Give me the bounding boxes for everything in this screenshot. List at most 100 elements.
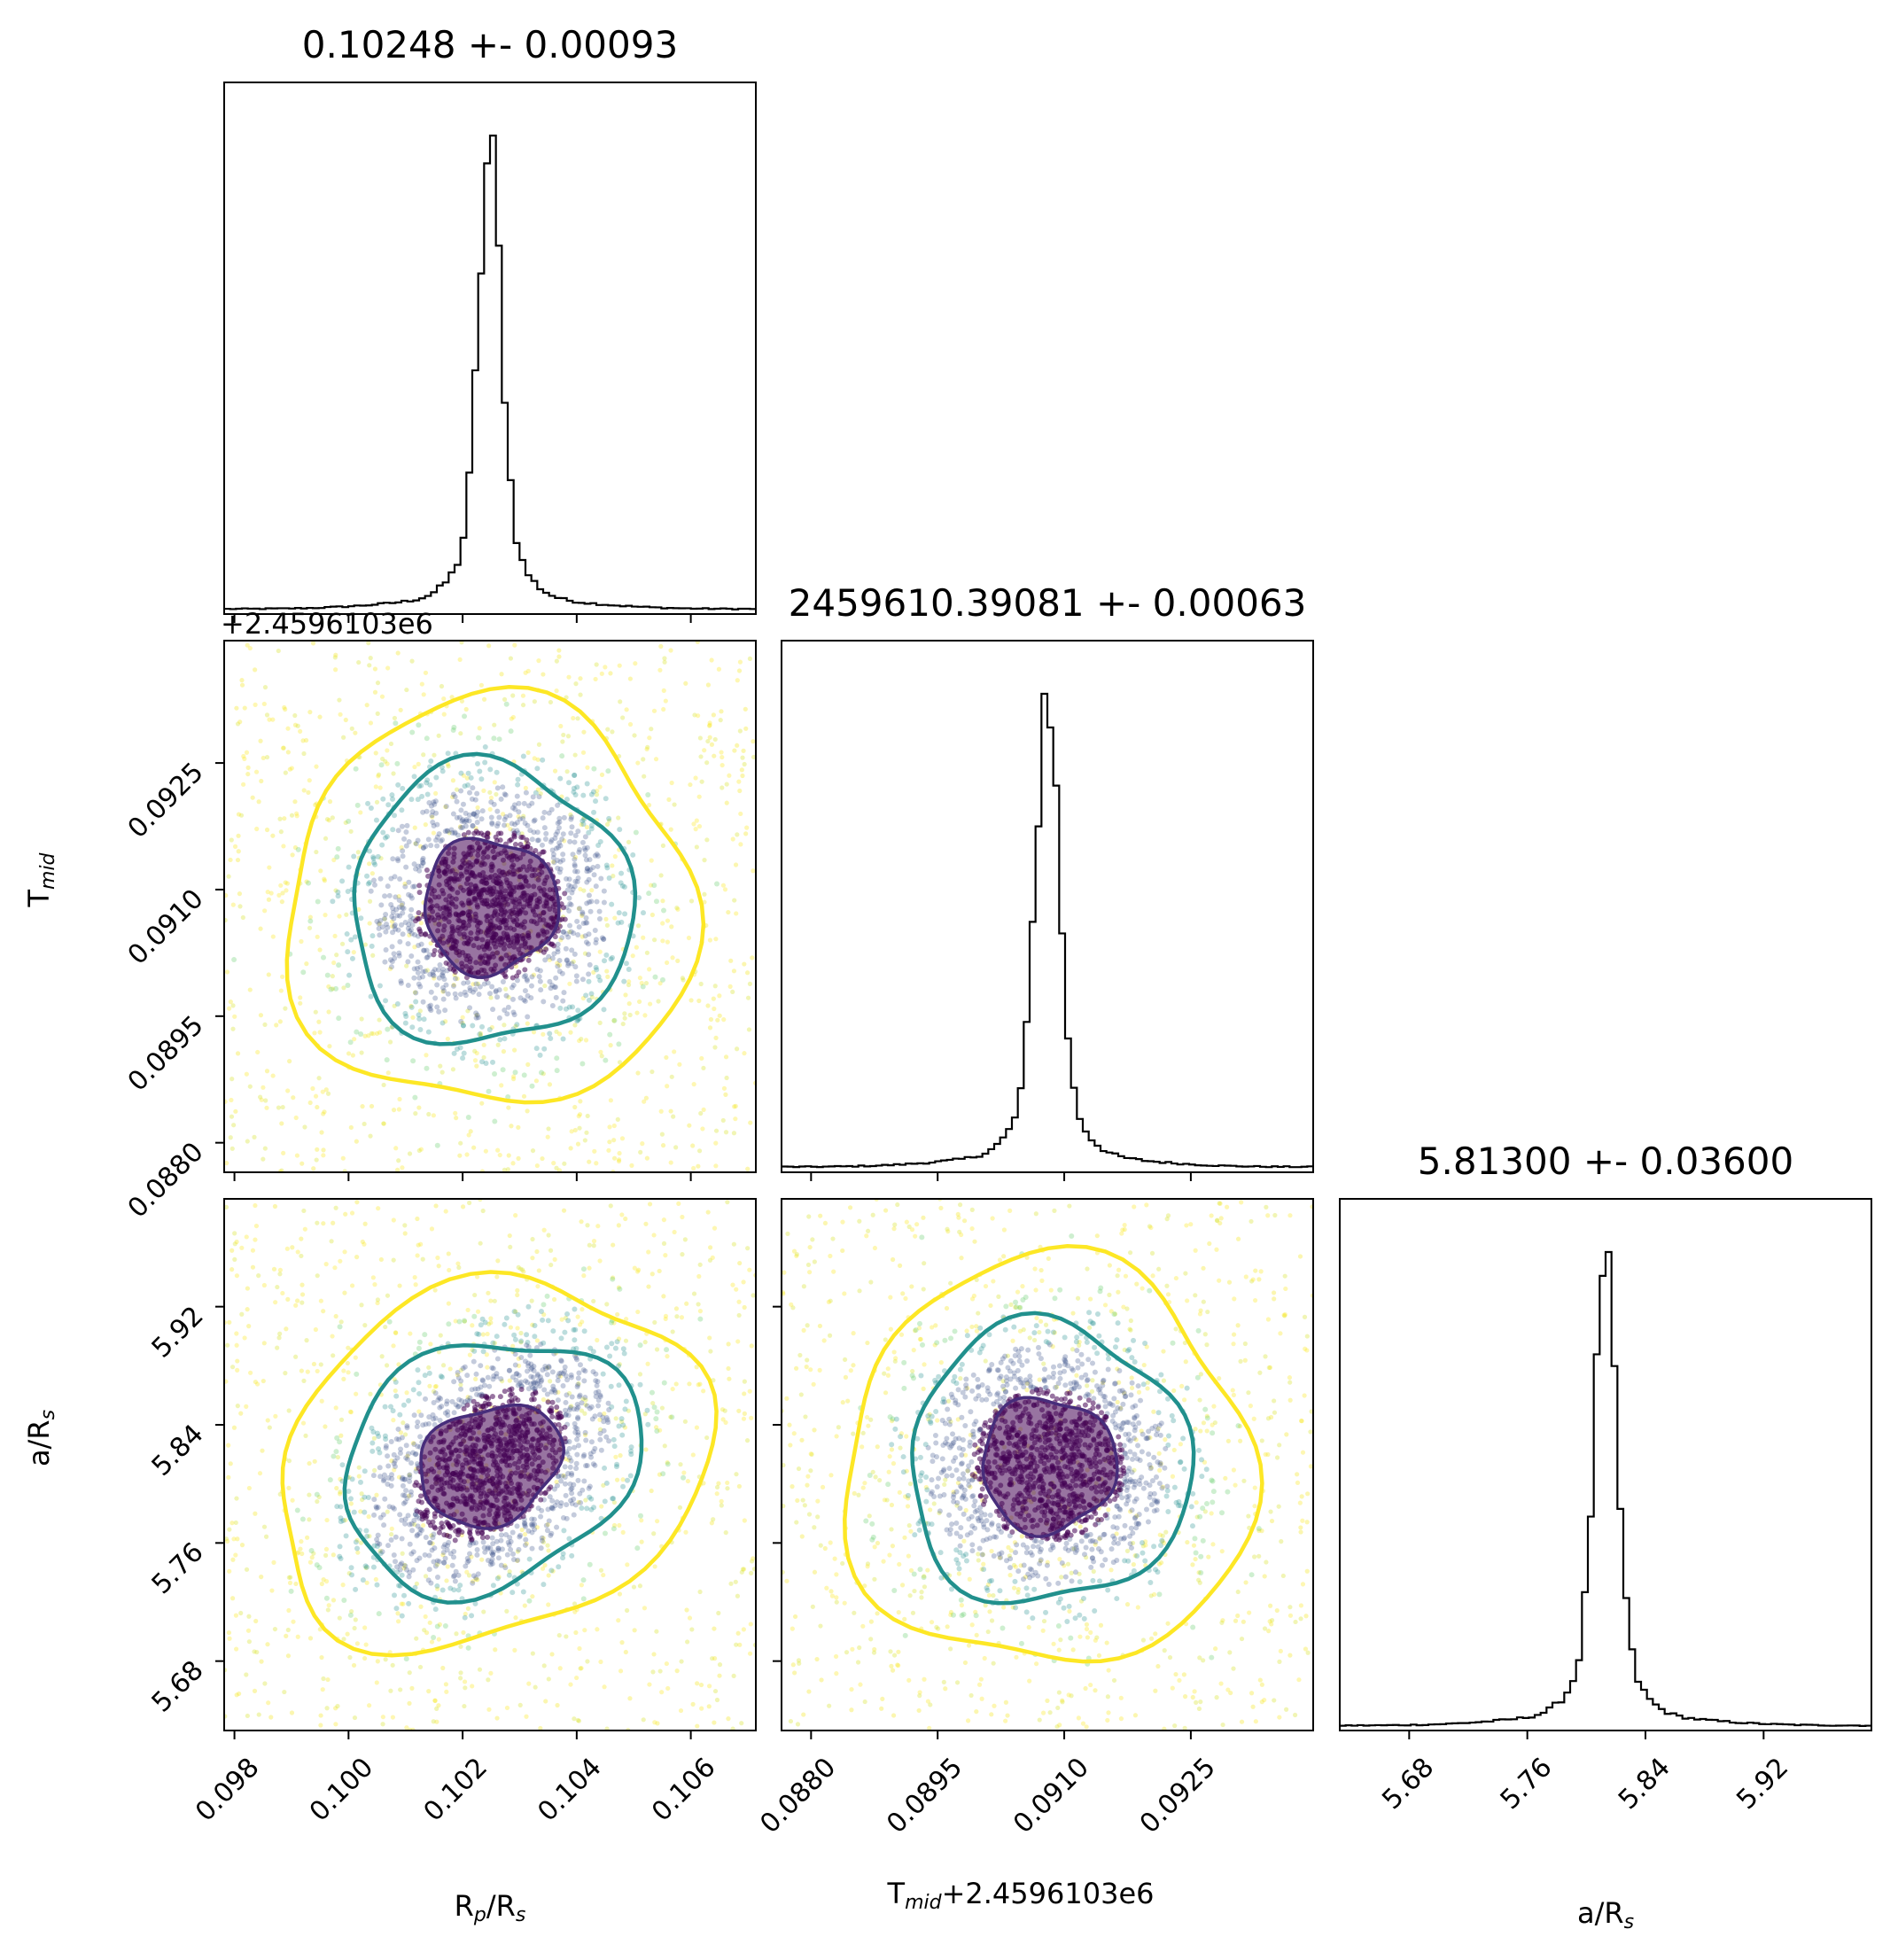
scatter-point (470, 1023, 476, 1029)
scatter-point (572, 868, 579, 875)
scatter-point (717, 1673, 722, 1678)
scatter-point (410, 1549, 416, 1555)
scatter-point (400, 1474, 406, 1481)
scatter-point (412, 764, 417, 770)
scatter-point (577, 1322, 583, 1327)
scatter-point (560, 1555, 566, 1561)
scatter-point (324, 1517, 330, 1523)
scatter-point (548, 839, 554, 845)
scatter-point (560, 857, 566, 863)
scatter-point (597, 1392, 603, 1398)
scatter-point (334, 1435, 340, 1441)
scatter-point (403, 1656, 409, 1662)
scatter-point (597, 1427, 603, 1432)
scatter-point (494, 994, 501, 1000)
scatter-point (388, 1688, 393, 1693)
scatter-point (574, 1357, 580, 1363)
scatter-point (553, 831, 559, 837)
scatter-point (598, 1049, 603, 1054)
scatter-point (587, 1405, 593, 1412)
scatter-point (264, 1069, 270, 1074)
scatter-point (235, 857, 241, 863)
scatter-point (280, 1104, 285, 1110)
scatter-point (719, 709, 724, 714)
scatter-point (446, 764, 451, 769)
scatter-point (525, 668, 531, 673)
scatter-point (444, 828, 450, 834)
scatter-point (543, 946, 549, 953)
scatter-point (406, 1397, 412, 1404)
scatter-point (229, 1114, 235, 1119)
scatter-point (479, 1316, 486, 1322)
scatter-point (399, 1601, 404, 1606)
scatter-point (733, 1579, 738, 1584)
scatter-point (627, 1473, 634, 1479)
scatter-point (304, 1338, 309, 1343)
scatter-point (582, 933, 588, 939)
scatter-point (581, 1328, 587, 1334)
scatter-point (603, 1480, 610, 1486)
scatter-point (564, 958, 570, 964)
scatter-point (502, 974, 509, 980)
scatter-point (736, 1299, 742, 1304)
scatter-point (502, 791, 508, 797)
scatter-point (575, 1141, 581, 1147)
scatter-point (234, 1239, 239, 1245)
scatter-point (368, 888, 374, 894)
scatter-point (253, 1223, 260, 1229)
scatter-point (366, 1033, 371, 1038)
scatter-point (584, 1463, 590, 1469)
contour-inner (423, 836, 561, 979)
scatter-point (431, 1400, 437, 1406)
scatter-point (540, 1155, 545, 1162)
scatter-point (299, 1368, 304, 1373)
scatter-point (623, 1398, 629, 1404)
scatter-point (375, 711, 380, 716)
scatter-point (407, 932, 412, 937)
scatter-point (434, 1558, 440, 1564)
scatter-point (562, 1435, 568, 1442)
scatter-point (354, 1545, 361, 1552)
scatter-point (407, 1670, 412, 1676)
scatter-point (437, 1622, 442, 1627)
scatter-point (524, 1714, 529, 1719)
scatter-point (298, 1000, 303, 1006)
scatter-point (520, 703, 526, 708)
scatter-point (489, 1535, 495, 1541)
scatter-point (414, 1424, 420, 1430)
scatter-point (570, 852, 576, 858)
scatter-point (514, 828, 520, 834)
scatter-point (668, 1160, 673, 1165)
scatter-point (343, 1211, 348, 1217)
scatter-point (432, 1545, 438, 1552)
scatter-point (431, 799, 437, 805)
scatter-point (229, 1146, 235, 1151)
scatter-point (738, 811, 743, 817)
scatter-point (734, 911, 739, 916)
scatter-point (590, 1449, 596, 1455)
scatter-point (562, 1364, 568, 1370)
scatter-point (426, 1003, 432, 1009)
scatter-point (515, 1558, 520, 1563)
scatter-point (287, 1059, 292, 1064)
scatter-point (572, 772, 578, 778)
scatter-point (397, 938, 403, 945)
scatter-point (607, 1139, 612, 1145)
scatter-point (419, 793, 425, 799)
scatter-point (233, 1552, 238, 1558)
scatter-point (651, 1404, 657, 1411)
scatter-point (261, 1524, 268, 1529)
scatter-point (500, 978, 506, 984)
scatter-point (664, 1347, 670, 1353)
scatter-point (401, 1402, 407, 1408)
scatter-point (358, 810, 363, 815)
scatter-point (601, 1572, 606, 1578)
scatter-point (695, 1681, 700, 1686)
scatter-point (495, 821, 502, 827)
scatter-point (349, 955, 355, 961)
scatter-point (554, 1055, 560, 1062)
scatter-point (407, 1478, 413, 1484)
scatter-point (426, 1540, 432, 1546)
scatter-point (259, 778, 264, 784)
scatter-point (510, 996, 516, 1002)
